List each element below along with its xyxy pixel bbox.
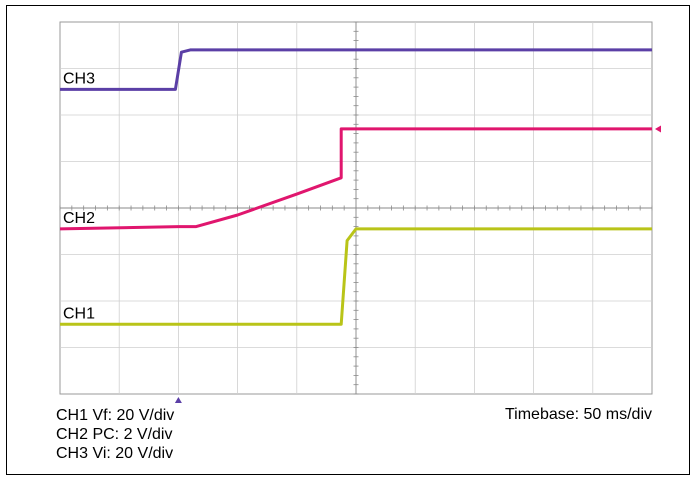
trace-labels: CH3 CH2 CH1: [63, 70, 95, 322]
trace-ch1: [60, 227, 652, 326]
legend-line-ch3: CH3 Vi: 20 V/div: [56, 445, 174, 462]
timebase-label: Timebase: 50 ms/div: [504, 406, 652, 423]
markers: [174, 125, 661, 403]
trace-ch2: [59, 127, 652, 231]
trace-label-ch2: CH2: [63, 210, 95, 227]
channel-legend: CH1 Vf: 20 V/div CH2 PC: 2 V/div CH3 Vi:…: [56, 406, 174, 463]
ch2-level-marker: [655, 125, 661, 133]
trace-ch3: [60, 48, 652, 91]
grid: [59, 21, 653, 395]
trace-label-ch1: CH1: [63, 305, 95, 322]
trace-label-ch3: CH3: [63, 70, 95, 87]
trigger-marker: [174, 397, 182, 403]
legend-line-ch2: CH2 PC: 2 V/div: [56, 426, 173, 443]
traces: [59, 48, 652, 326]
legend-line-ch1: CH1 Vf: 20 V/div: [56, 407, 175, 424]
